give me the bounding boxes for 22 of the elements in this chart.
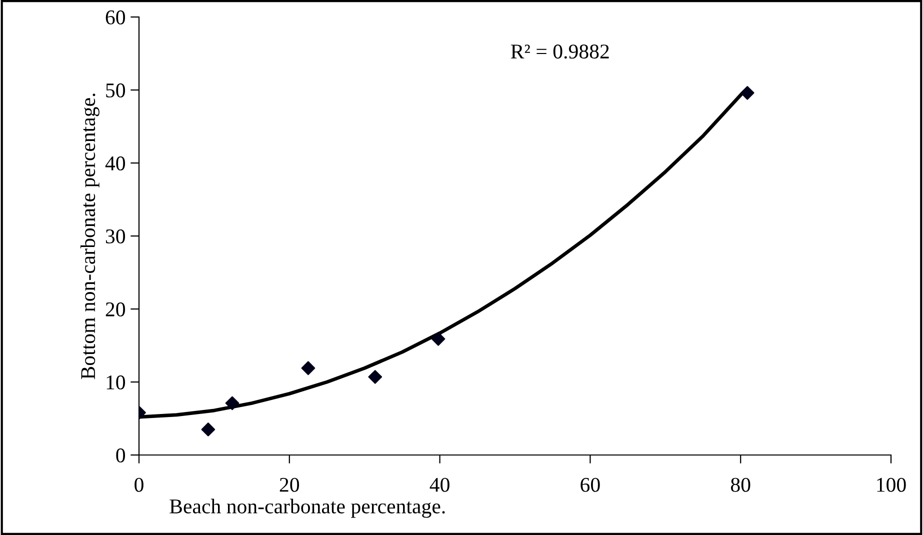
y-tick-label: 20: [106, 302, 126, 316]
y-tick-label: 60: [106, 10, 126, 24]
y-tick-label: 0: [116, 448, 126, 462]
point: [740, 86, 754, 100]
x-tick-label: 0: [134, 478, 144, 492]
x-tick-label: 100: [877, 478, 906, 492]
point: [225, 396, 240, 410]
point: [201, 422, 216, 436]
x-tick-label: 80: [730, 478, 750, 492]
y-axis-title: Bottom non-carbonate percentage.: [80, 94, 100, 380]
y-tick-label: 30: [106, 229, 126, 244]
point: [431, 332, 446, 346]
y-tick-label: 10: [106, 375, 126, 390]
point: [368, 370, 382, 384]
y-tick-label: 40: [105, 156, 126, 170]
x-axis-title: Beach non-carbonate percentage.: [170, 498, 445, 518]
x-tick-label: 60: [580, 478, 600, 492]
point: [301, 361, 316, 376]
y-tick-label: 50: [106, 83, 126, 98]
x-tick-label: 40: [430, 478, 450, 492]
x-tick-label: 20: [280, 478, 300, 492]
annotation: R² = 0.9882: [510, 44, 609, 59]
